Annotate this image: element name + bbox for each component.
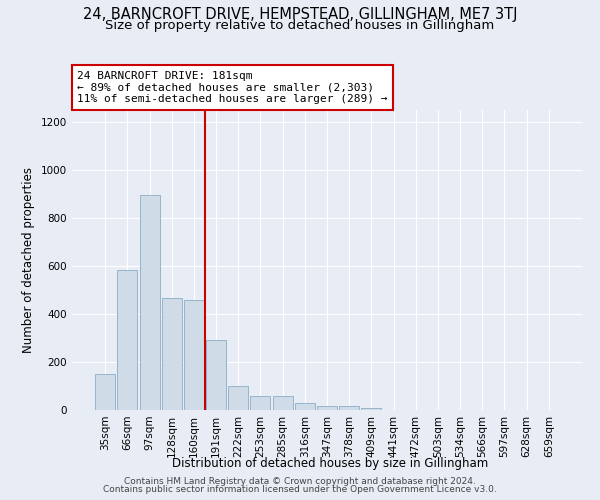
Text: Contains HM Land Registry data © Crown copyright and database right 2024.: Contains HM Land Registry data © Crown c… — [124, 477, 476, 486]
Text: 24, BARNCROFT DRIVE, HEMPSTEAD, GILLINGHAM, ME7 3TJ: 24, BARNCROFT DRIVE, HEMPSTEAD, GILLINGH… — [83, 8, 517, 22]
Bar — [140, 195, 160, 410]
Bar — [118, 270, 137, 410]
Bar — [339, 406, 359, 410]
Bar — [206, 340, 226, 410]
Bar — [184, 300, 204, 410]
Y-axis label: Number of detached properties: Number of detached properties — [22, 167, 35, 353]
Bar — [361, 408, 382, 410]
Text: Contains public sector information licensed under the Open Government Licence v3: Contains public sector information licen… — [103, 485, 497, 494]
Text: 24 BARNCROFT DRIVE: 181sqm
← 89% of detached houses are smaller (2,303)
11% of s: 24 BARNCROFT DRIVE: 181sqm ← 89% of deta… — [77, 71, 388, 104]
Bar — [228, 386, 248, 410]
Bar — [317, 406, 337, 410]
Bar — [95, 374, 115, 410]
Text: Distribution of detached houses by size in Gillingham: Distribution of detached houses by size … — [172, 458, 488, 470]
Bar — [250, 396, 271, 410]
Text: Size of property relative to detached houses in Gillingham: Size of property relative to detached ho… — [106, 18, 494, 32]
Bar — [295, 404, 315, 410]
Bar — [272, 396, 293, 410]
Bar — [162, 298, 182, 410]
